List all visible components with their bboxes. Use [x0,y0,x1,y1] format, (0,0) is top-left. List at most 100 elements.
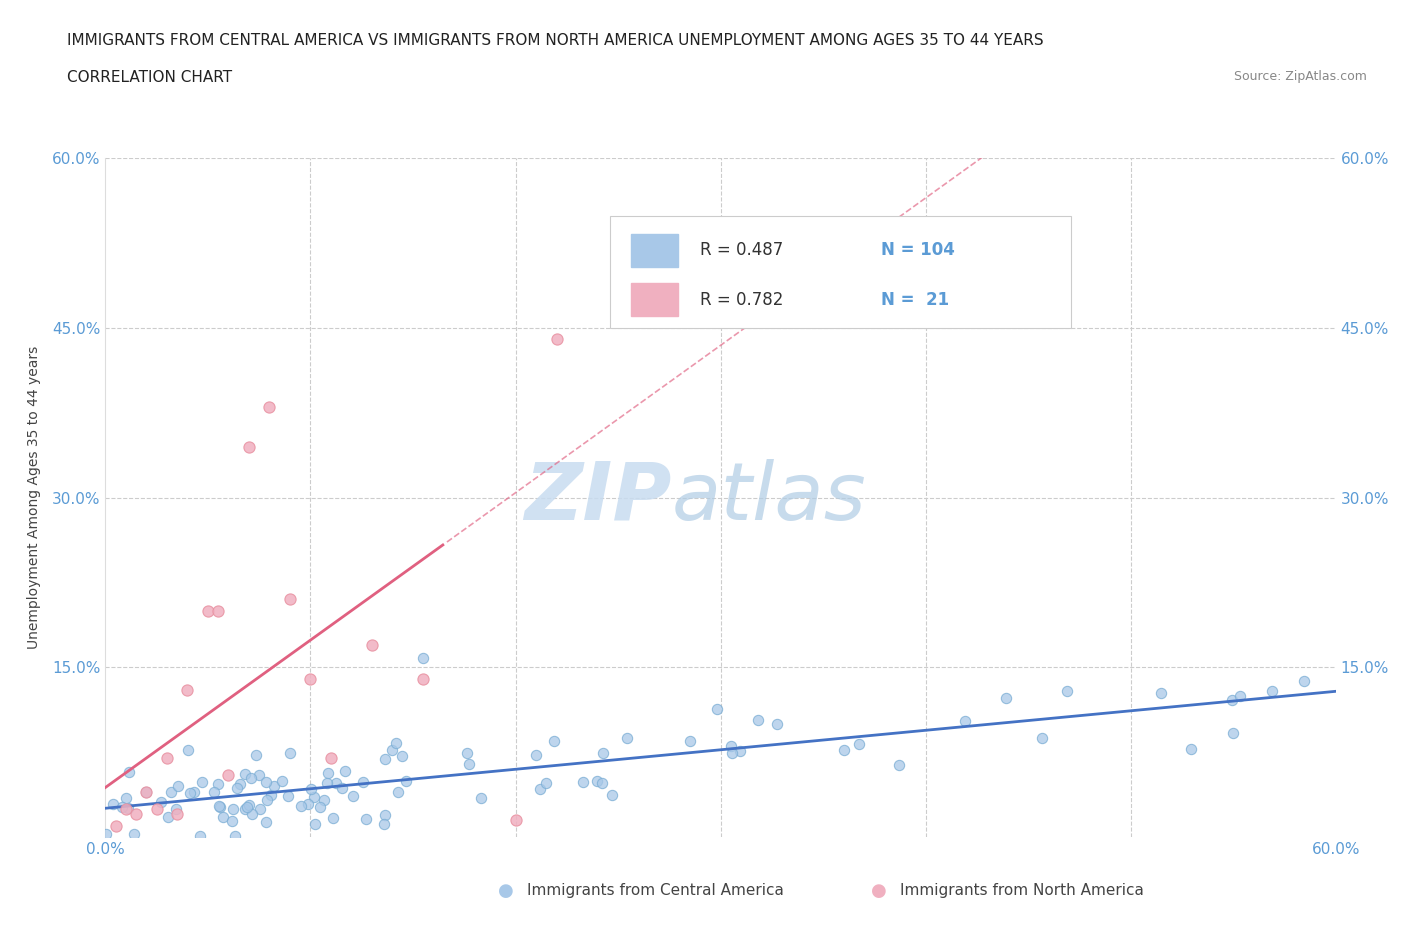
Point [111,800,134,815]
Point [160,784,183,799]
Point [361,637,384,652]
Point [254,814,277,829]
Point [316,765,339,780]
Point [176,683,198,698]
Text: ●: ● [498,882,515,900]
Point [165,801,187,816]
Point [529,781,551,796]
Point [278,745,301,760]
Point [218,767,240,782]
Point [747,712,769,727]
Point [412,671,434,686]
Point [720,738,742,753]
Point [135,784,157,799]
Point [118,764,141,779]
Point [505,813,527,828]
Point [179,785,201,800]
Point [114,790,136,805]
Point [352,774,374,789]
Point [1229,689,1251,704]
Point [381,742,404,757]
Point [260,788,283,803]
Point [191,775,214,790]
Text: IMMIGRANTS FROM CENTRAL AMERICA VS IMMIGRANTS FROM NORTH AMERICA UNEMPLOYMENT AM: IMMIGRANTS FROM CENTRAL AMERICA VS IMMIG… [67,33,1045,47]
Point [470,790,492,805]
Point [238,798,260,813]
Point [208,799,231,814]
Point [239,770,262,785]
Point [585,774,607,789]
Point [315,776,337,790]
Point [387,784,409,799]
Point [135,785,157,800]
Point [1220,693,1243,708]
Point [887,758,910,773]
Text: N =  21: N = 21 [880,291,949,309]
Text: R = 0.782: R = 0.782 [700,291,783,309]
Point [101,797,124,812]
Text: ZIP: ZIP [524,458,672,537]
Point [679,734,702,749]
Point [412,651,434,666]
Point [373,817,395,831]
Point [1222,725,1244,740]
Point [572,775,595,790]
Point [117,801,139,816]
Point [190,829,212,844]
Point [1056,684,1078,698]
Point [848,737,870,751]
Point [247,767,270,782]
Point [145,802,167,817]
Point [211,810,233,825]
Point [299,671,322,686]
Point [149,794,172,809]
Point [543,734,565,749]
Point [157,810,180,825]
Point [616,731,638,746]
Point [197,604,219,618]
Y-axis label: Unemployment Among Ages 35 to 44 years: Unemployment Among Ages 35 to 44 years [27,346,41,649]
Point [319,751,342,765]
Point [995,691,1018,706]
Point [222,802,245,817]
Point [183,784,205,799]
Text: Immigrants from Central America: Immigrants from Central America [527,884,785,898]
Point [395,774,418,789]
Point [312,792,335,807]
Bar [631,234,678,267]
Text: atlas: atlas [672,458,866,537]
Point [259,400,281,415]
Point [240,806,263,821]
Point [953,714,976,729]
Text: ●: ● [870,882,887,900]
Point [122,827,145,842]
Point [592,745,614,760]
Point [177,742,200,757]
Point [1294,673,1316,688]
Point [238,439,260,454]
Point [534,776,557,790]
Point [208,800,231,815]
Point [832,743,855,758]
Point [385,736,408,751]
Point [1261,684,1284,698]
Point [766,716,789,731]
Point [290,799,312,814]
Point [221,814,243,829]
Point [233,766,256,781]
Point [524,748,547,763]
Point [342,789,364,804]
Point [245,748,267,763]
Text: Source: ZipAtlas.com: Source: ZipAtlas.com [1233,70,1367,83]
Point [374,807,396,822]
Point [728,744,751,759]
Point [308,800,330,815]
Point [330,781,353,796]
Point [256,792,278,807]
Point [325,776,347,790]
Point [224,829,246,844]
Text: Immigrants from North America: Immigrants from North America [900,884,1143,898]
Point [235,800,257,815]
Point [374,751,396,766]
Point [458,756,481,771]
